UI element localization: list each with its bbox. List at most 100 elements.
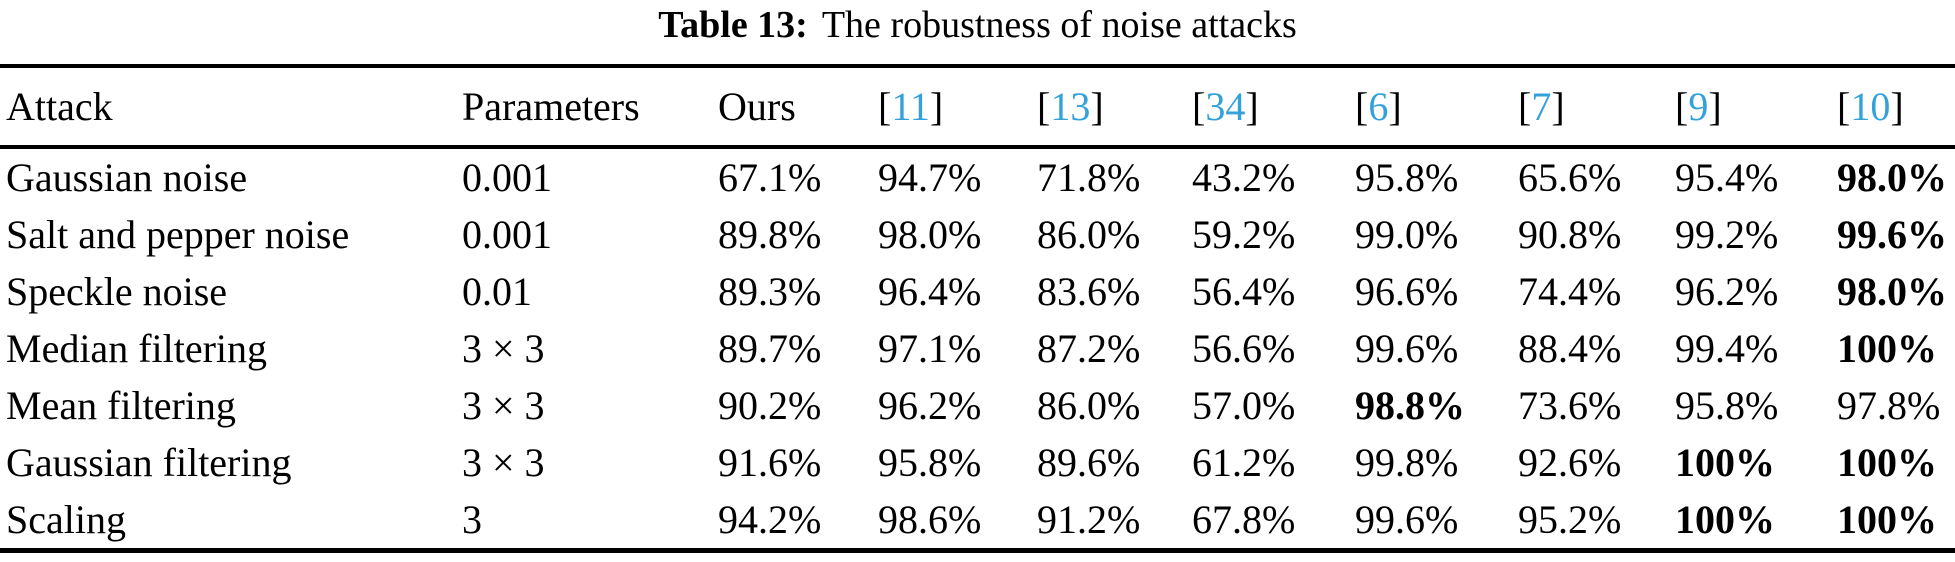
value-cell: 99.8% bbox=[1355, 440, 1459, 485]
attack-cell: Gaussian noise bbox=[6, 155, 248, 200]
value-cell: 86.0% bbox=[1037, 212, 1141, 257]
citation-link-13[interactable]: 13 bbox=[1050, 84, 1091, 129]
table-row-median-filtering: Median filtering 3 × 3 89.7% 97.1% 87.2%… bbox=[0, 320, 1955, 377]
value-cell: 43.2% bbox=[1192, 155, 1296, 200]
value-cell: 96.6% bbox=[1355, 269, 1459, 314]
value-cell: 89.7% bbox=[718, 326, 822, 371]
bracket: [ bbox=[1037, 84, 1051, 129]
value-cell: 98.0% bbox=[1837, 155, 1947, 200]
value-cell: 97.8% bbox=[1837, 383, 1941, 428]
table-row-gaussian-filtering: Gaussian filtering 3 × 3 91.6% 95.8% 89.… bbox=[0, 434, 1955, 491]
value-cell: 67.8% bbox=[1192, 497, 1296, 542]
value-cell: 86.0% bbox=[1037, 383, 1141, 428]
value-cell: 71.8% bbox=[1037, 155, 1141, 200]
col-header-citation-13[interactable]: [13] bbox=[1037, 66, 1192, 149]
attack-cell: Median filtering bbox=[6, 326, 268, 371]
attack-cell: Gaussian filtering bbox=[6, 440, 292, 485]
table-row-salt-and-pepper-noise: Salt and pepper noise 0.001 89.8% 98.0% … bbox=[0, 206, 1955, 263]
parameters-cell: 0.01 bbox=[462, 269, 532, 314]
col-header-parameters: Parameters bbox=[462, 66, 718, 149]
bracket: [ bbox=[878, 84, 892, 129]
parameters-cell: 3 × 3 bbox=[462, 326, 545, 371]
value-cell: 74.4% bbox=[1518, 269, 1622, 314]
bracket: [ bbox=[1355, 84, 1369, 129]
value-cell: 56.6% bbox=[1192, 326, 1296, 371]
value-cell: 100% bbox=[1837, 440, 1937, 485]
value-cell: 89.6% bbox=[1037, 440, 1141, 485]
table-row-speckle-noise: Speckle noise 0.01 89.3% 96.4% 83.6% 56.… bbox=[0, 263, 1955, 320]
value-cell: 90.2% bbox=[718, 383, 822, 428]
table-row-scaling: Scaling 3 94.2% 98.6% 91.2% 67.8% 99.6% … bbox=[0, 491, 1955, 551]
table-caption-label: Table 13: bbox=[658, 4, 808, 46]
value-cell: 96.2% bbox=[878, 383, 982, 428]
col-header-attack: Attack bbox=[0, 66, 462, 149]
value-cell: 100% bbox=[1837, 497, 1937, 542]
table-caption-text: The robustness of noise attacks bbox=[821, 4, 1297, 46]
value-cell: 89.8% bbox=[718, 212, 822, 257]
parameters-cell: 3 × 3 bbox=[462, 440, 545, 485]
citation-link-10[interactable]: 10 bbox=[1850, 84, 1891, 129]
value-cell: 56.4% bbox=[1192, 269, 1296, 314]
col-header-citation-11[interactable]: [11] bbox=[878, 66, 1037, 149]
value-cell: 57.0% bbox=[1192, 383, 1296, 428]
col-header-citation-9[interactable]: [9] bbox=[1675, 66, 1837, 149]
value-cell: 96.2% bbox=[1675, 269, 1779, 314]
value-cell: 73.6% bbox=[1518, 383, 1622, 428]
parameters-cell: 3 bbox=[462, 497, 482, 542]
bracket: [ bbox=[1675, 84, 1689, 129]
bracket: [ bbox=[1192, 84, 1206, 129]
attack-cell: Speckle noise bbox=[6, 269, 228, 314]
value-cell: 100% bbox=[1837, 326, 1937, 371]
value-cell: 95.8% bbox=[1355, 155, 1459, 200]
col-header-ours: Ours bbox=[718, 66, 878, 149]
value-cell: 95.8% bbox=[878, 440, 982, 485]
col-header-citation-34[interactable]: [34] bbox=[1192, 66, 1355, 149]
attack-cell: Salt and pepper noise bbox=[6, 212, 350, 257]
value-cell: 65.6% bbox=[1518, 155, 1622, 200]
parameters-cell: 0.001 bbox=[462, 212, 552, 257]
results-table: Attack Parameters Ours [11] [13] [34] [6… bbox=[0, 64, 1955, 553]
col-header-citation-7[interactable]: [7] bbox=[1518, 66, 1675, 149]
value-cell: 59.2% bbox=[1192, 212, 1296, 257]
parameters-cell: 3 × 3 bbox=[462, 383, 545, 428]
value-cell: 99.6% bbox=[1355, 497, 1459, 542]
value-cell: 99.4% bbox=[1675, 326, 1779, 371]
value-cell: 94.7% bbox=[878, 155, 982, 200]
citation-link-11[interactable]: 11 bbox=[891, 84, 930, 129]
value-cell: 91.6% bbox=[718, 440, 822, 485]
col-header-citation-10[interactable]: [10] bbox=[1837, 66, 1955, 149]
citation-link-6[interactable]: 6 bbox=[1368, 84, 1389, 129]
bracket: ] bbox=[1551, 84, 1565, 129]
citation-link-7[interactable]: 7 bbox=[1531, 84, 1552, 129]
value-cell: 98.6% bbox=[878, 497, 982, 542]
bracket: ] bbox=[1708, 84, 1722, 129]
value-cell: 89.3% bbox=[718, 269, 822, 314]
value-cell: 91.2% bbox=[1037, 497, 1141, 542]
bracket: ] bbox=[1245, 84, 1259, 129]
value-cell: 94.2% bbox=[718, 497, 822, 542]
value-cell: 61.2% bbox=[1192, 440, 1296, 485]
table-row-gaussian-noise: Gaussian noise 0.001 67.1% 94.7% 71.8% 4… bbox=[0, 147, 1955, 206]
value-cell: 100% bbox=[1675, 440, 1775, 485]
table-caption: Table 13: The robustness of noise attacks bbox=[0, 0, 1955, 64]
value-cell: 97.1% bbox=[878, 326, 982, 371]
bracket: [ bbox=[1837, 84, 1851, 129]
table-row-mean-filtering: Mean filtering 3 × 3 90.2% 96.2% 86.0% 5… bbox=[0, 377, 1955, 434]
value-cell: 99.6% bbox=[1355, 326, 1459, 371]
col-header-citation-6[interactable]: [6] bbox=[1355, 66, 1518, 149]
citation-link-34[interactable]: 34 bbox=[1205, 84, 1246, 129]
value-cell: 96.4% bbox=[878, 269, 982, 314]
citation-link-9[interactable]: 9 bbox=[1688, 84, 1709, 129]
value-cell: 99.2% bbox=[1675, 212, 1779, 257]
value-cell: 95.8% bbox=[1675, 383, 1779, 428]
value-cell: 98.0% bbox=[1837, 269, 1947, 314]
value-cell: 98.8% bbox=[1355, 383, 1465, 428]
value-cell: 100% bbox=[1675, 497, 1775, 542]
attack-cell: Mean filtering bbox=[6, 383, 236, 428]
bracket: ] bbox=[1890, 84, 1904, 129]
bracket: ] bbox=[1388, 84, 1402, 129]
value-cell: 99.0% bbox=[1355, 212, 1459, 257]
bracket: ] bbox=[1090, 84, 1104, 129]
value-cell: 95.4% bbox=[1675, 155, 1779, 200]
